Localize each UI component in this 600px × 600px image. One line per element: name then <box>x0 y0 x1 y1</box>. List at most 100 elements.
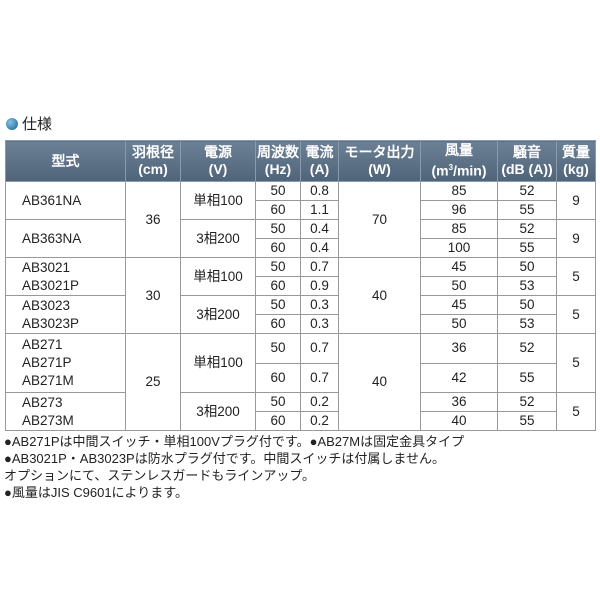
header-name: 電流 <box>305 144 334 160</box>
noise-cell: 55 <box>497 362 557 393</box>
table-row: 60 0.3 50 53 <box>6 314 596 334</box>
power-cell: 単相100 <box>180 257 256 296</box>
noise-cell: 53 <box>497 314 557 334</box>
hz-cell: 50 <box>255 392 301 412</box>
current-cell: 0.7 <box>300 257 339 277</box>
hz-cell: 60 <box>255 238 301 258</box>
current-cell: 1.1 <box>300 200 339 220</box>
noise-cell: 55 <box>497 411 557 431</box>
unit-text: (V) <box>208 161 228 177</box>
header-unit: (V) <box>181 161 255 178</box>
current-cell: 0.9 <box>300 276 339 296</box>
header-unit: (kg) <box>557 161 595 178</box>
header-name: 質量 <box>562 144 590 160</box>
model-name: AB273M <box>22 412 74 428</box>
current-cell: 0.7 <box>300 333 339 364</box>
table-row: AB271 AB271P AB271M 25 単相100 50 0.7 40 36 52 5 <box>5 333 596 431</box>
hz-cell: 60 <box>255 411 301 431</box>
model-name: AB3021P <box>22 277 80 293</box>
power-cell: 3相200 <box>180 219 256 258</box>
unit-text: (W) <box>368 161 391 177</box>
table-row: AB3021 AB3021P 30 単相100 50 0.7 40 45 50 5 <box>5 257 596 334</box>
header-cell: 電源 (V) <box>180 140 256 182</box>
header-cell: モータ出力 (W) <box>338 140 421 182</box>
header-name: 風量 <box>445 142 473 159</box>
model-name: AB3023 <box>22 297 71 313</box>
unit-text: (m <box>431 162 449 179</box>
title-text: 仕様 <box>22 116 53 133</box>
current-cell: 0.2 <box>300 411 339 431</box>
airflow-cell: 85 <box>420 219 498 239</box>
header-name: モータ出力 <box>344 144 415 160</box>
current-cell: 0.2 <box>300 392 339 412</box>
header-cell: 風量 (m3/min) <box>420 140 498 182</box>
model-name: AB3023P <box>22 315 80 331</box>
noise-cell: 50 <box>497 257 557 277</box>
title-icon <box>6 117 18 130</box>
power-cell: 3相200 <box>180 295 256 334</box>
noise-cell: 55 <box>497 238 557 258</box>
header-name: 周波数 <box>257 144 299 160</box>
current-cell: 0.7 <box>300 362 339 393</box>
header-name: 電源 <box>204 144 232 160</box>
table-row: 60 0.2 40 55 <box>6 411 596 431</box>
model-name: AB271M <box>22 373 74 388</box>
model-cell: AB3023 AB3023P <box>5 295 126 334</box>
unit-text: /min) <box>453 162 487 179</box>
motor-cell: 70 <box>338 181 421 258</box>
notes: ●AB271Pは中間スイッチ・単相100Vプラグ付です。●AB27Mは固定金具タ… <box>4 433 464 501</box>
header-cell: 羽根径 (cm) <box>125 140 181 182</box>
airflow-cell: 85 <box>420 181 498 201</box>
spec-table: 型式 羽根径 (cm) 電源 (V) 周波数 (Hz) 電流 (A) モータ出力 (W) 風量 (m3/… <box>5 140 596 431</box>
airflow-cell: 40 <box>420 411 498 431</box>
power-cell: 単相100 <box>180 181 256 220</box>
weight-cell: 9 <box>556 219 596 258</box>
airflow-cell: 36 <box>420 333 498 364</box>
unit-text: (cm) <box>138 161 168 177</box>
current-cell: 0.4 <box>300 238 339 258</box>
power-cell: 3相200 <box>180 392 256 431</box>
hz-cell: 50 <box>255 219 301 239</box>
header-unit: (W) <box>339 161 420 178</box>
noise-cell: 55 <box>497 200 557 220</box>
unit-text: (Hz) <box>264 161 292 177</box>
header-cell: 型式 <box>5 140 126 182</box>
note-line: ●AB271Pは中間スイッチ・単相100Vプラグ付です。●AB27Mは固定金具タ… <box>4 434 465 449</box>
diameter-cell: 25 <box>125 333 181 431</box>
model-cell: AB3021 AB3021P <box>5 257 126 296</box>
motor-cell: 40 <box>338 257 421 334</box>
current-cell: 0.3 <box>300 314 339 334</box>
header-row: 型式 羽根径 (cm) 電源 (V) 周波数 (Hz) 電流 (A) モータ出力 (W) 風量 (m3/… <box>5 140 596 182</box>
model-name: AB361NA <box>22 192 82 208</box>
noise-cell: 52 <box>497 333 557 364</box>
airflow-cell: 96 <box>420 200 498 220</box>
header-unit: (Hz) <box>256 161 300 178</box>
table-row: 60 0.9 50 53 <box>6 276 596 296</box>
model-name: AB363NA <box>22 230 82 246</box>
hz-cell: 60 <box>255 276 301 296</box>
diameter-cell: 36 <box>125 181 181 258</box>
weight-cell: 5 <box>556 392 596 431</box>
header-cell: 騒音 (dB (A)) <box>497 140 557 182</box>
noise-cell: 52 <box>497 392 557 412</box>
airflow-cell: 100 <box>420 238 498 258</box>
noise-cell: 52 <box>497 181 557 201</box>
header-unit: (cm) <box>126 161 180 178</box>
model-cell: AB271 AB271P AB271M <box>5 333 126 393</box>
header-cell: 周波数 (Hz) <box>255 140 301 182</box>
power-cell: 単相100 <box>180 333 256 393</box>
header-unit: (m3/min) <box>421 159 497 180</box>
weight-cell: 5 <box>556 333 596 393</box>
header-unit: (dB (A)) <box>498 161 556 178</box>
current-cell: 0.4 <box>300 219 339 239</box>
model-name: AB271P <box>22 355 72 370</box>
weight-cell: 9 <box>556 181 596 220</box>
note-line: ●風量はJIS C9601によります。 <box>4 485 188 500</box>
model-cell: AB273 AB273M <box>5 392 126 431</box>
unit-text: (kg) <box>563 161 589 177</box>
model-cell: AB361NA <box>5 181 126 220</box>
weight-cell: 5 <box>556 295 596 334</box>
noise-cell: 52 <box>497 219 557 239</box>
motor-cell: 40 <box>338 333 421 431</box>
